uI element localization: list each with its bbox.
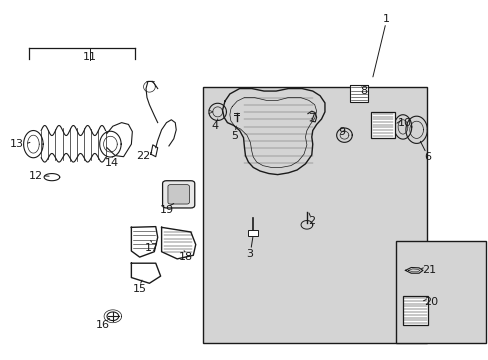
Text: 15: 15	[132, 284, 146, 294]
Text: 2: 2	[307, 216, 315, 226]
Text: 10: 10	[397, 118, 410, 128]
Text: 16: 16	[96, 320, 110, 330]
FancyBboxPatch shape	[162, 181, 194, 208]
Text: 22: 22	[136, 151, 150, 161]
Text: 18: 18	[179, 252, 193, 262]
Text: 13: 13	[10, 139, 24, 149]
Text: 3: 3	[245, 248, 252, 258]
Text: 5: 5	[231, 131, 238, 141]
Bar	[203, 87, 427, 343]
Text: 14: 14	[104, 158, 119, 168]
Bar	[370, 112, 394, 138]
Text: 12: 12	[29, 171, 43, 181]
Bar	[349, 85, 367, 102]
Text: 19: 19	[159, 206, 173, 216]
Text: 8: 8	[360, 86, 367, 96]
Bar	[395, 241, 485, 343]
Text: 4: 4	[211, 121, 218, 131]
Text: 11: 11	[83, 52, 97, 62]
Text: 9: 9	[338, 127, 345, 136]
Text: 21: 21	[421, 265, 435, 275]
Text: 6: 6	[423, 152, 430, 162]
Text: 1: 1	[382, 14, 388, 24]
FancyBboxPatch shape	[167, 185, 189, 204]
Text: 17: 17	[144, 243, 159, 253]
Bar	[248, 230, 258, 235]
Text: 20: 20	[423, 297, 437, 307]
Bar	[402, 296, 427, 325]
Text: 7: 7	[307, 113, 315, 123]
